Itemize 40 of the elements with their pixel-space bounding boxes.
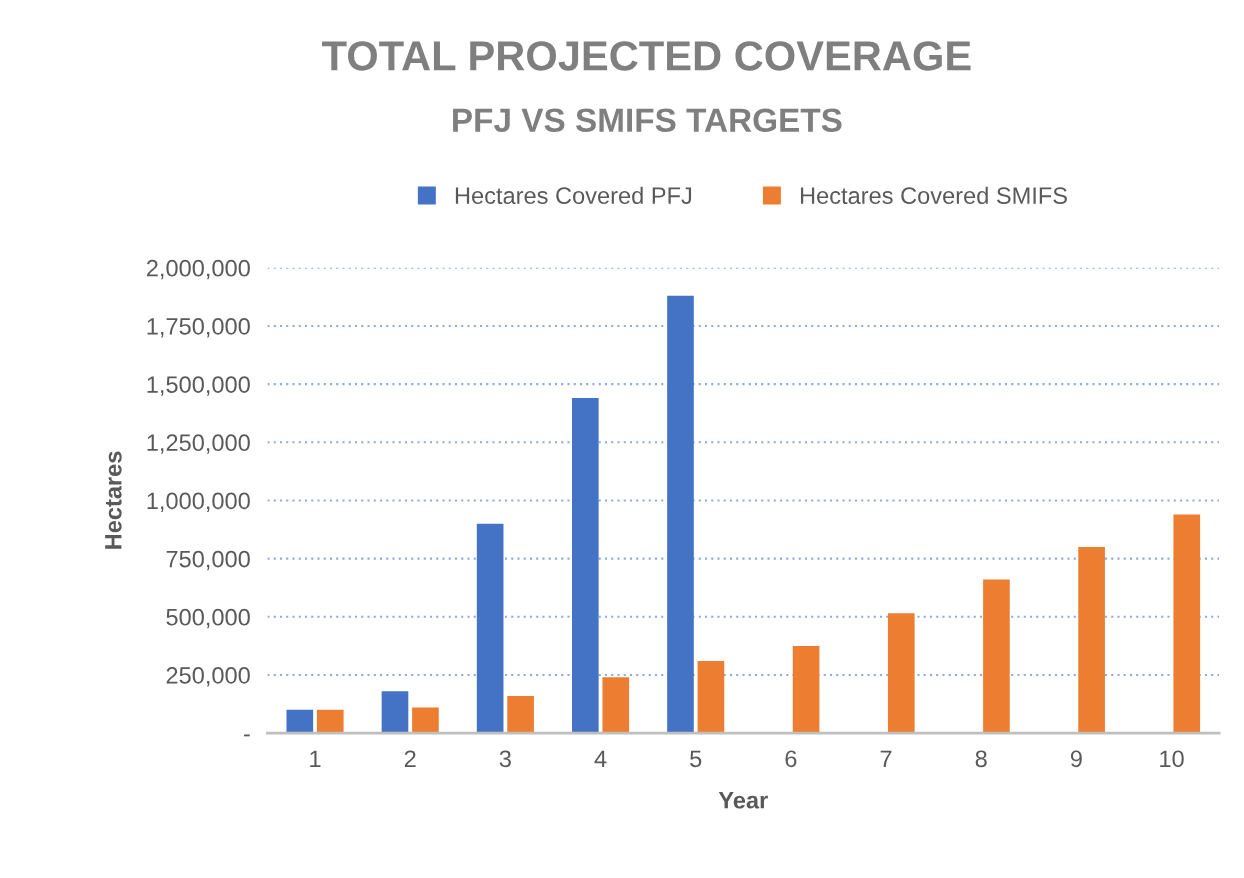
x-tick-label: 5 — [690, 750, 702, 768]
bar — [571, 398, 599, 734]
y-tick-label: 1,250,000 — [147, 434, 250, 454]
bar — [887, 613, 915, 734]
legend-label: Hectares Covered SMIFS — [800, 186, 1067, 205]
y-tick-label: 1,750,000 — [147, 318, 250, 338]
bar — [1078, 546, 1105, 734]
bar — [286, 709, 314, 734]
y-tick-label: 2,000,000 — [146, 259, 250, 280]
bar — [983, 579, 1010, 734]
chart-title: TOTAL PROJECTED COVERAGE — [322, 41, 971, 71]
x-tick-label: 6 — [785, 750, 797, 768]
y-tick-label: 750,000 — [166, 550, 250, 571]
x-tick-label: 4 — [594, 750, 607, 767]
x-axis-title: Year — [718, 792, 768, 809]
x-tick-label: 10 — [1160, 750, 1184, 768]
y-tick-label: 1,000,000 — [147, 492, 250, 513]
bar — [412, 707, 439, 734]
legend-label: Hectares Covered PFJ — [455, 186, 692, 205]
y-tick-label: 250,000 — [166, 667, 250, 687]
x-tick-label: 7 — [880, 750, 892, 767]
y-tick-label: 500,000 — [166, 608, 250, 629]
bar — [381, 691, 409, 734]
x-tick-label: 2 — [404, 750, 416, 767]
bar — [316, 709, 344, 734]
x-tick-label: 9 — [1070, 750, 1082, 768]
y-tick-label: 1,500,000 — [147, 376, 250, 396]
x-tick-label: 3 — [499, 750, 511, 768]
bar — [697, 661, 725, 734]
bar — [602, 677, 630, 734]
chart-subtitle: PFJ VS SMIFS TARGETS — [453, 108, 842, 133]
y-axis-title: Hectares — [105, 451, 122, 549]
y-tick-label: - — [243, 734, 250, 737]
bar — [507, 695, 534, 734]
bar — [476, 523, 504, 734]
x-tick-label: 8 — [975, 750, 987, 768]
bar — [792, 645, 820, 734]
bar — [667, 295, 694, 734]
x-tick-label: 1 — [310, 750, 321, 767]
bar — [1173, 514, 1201, 734]
